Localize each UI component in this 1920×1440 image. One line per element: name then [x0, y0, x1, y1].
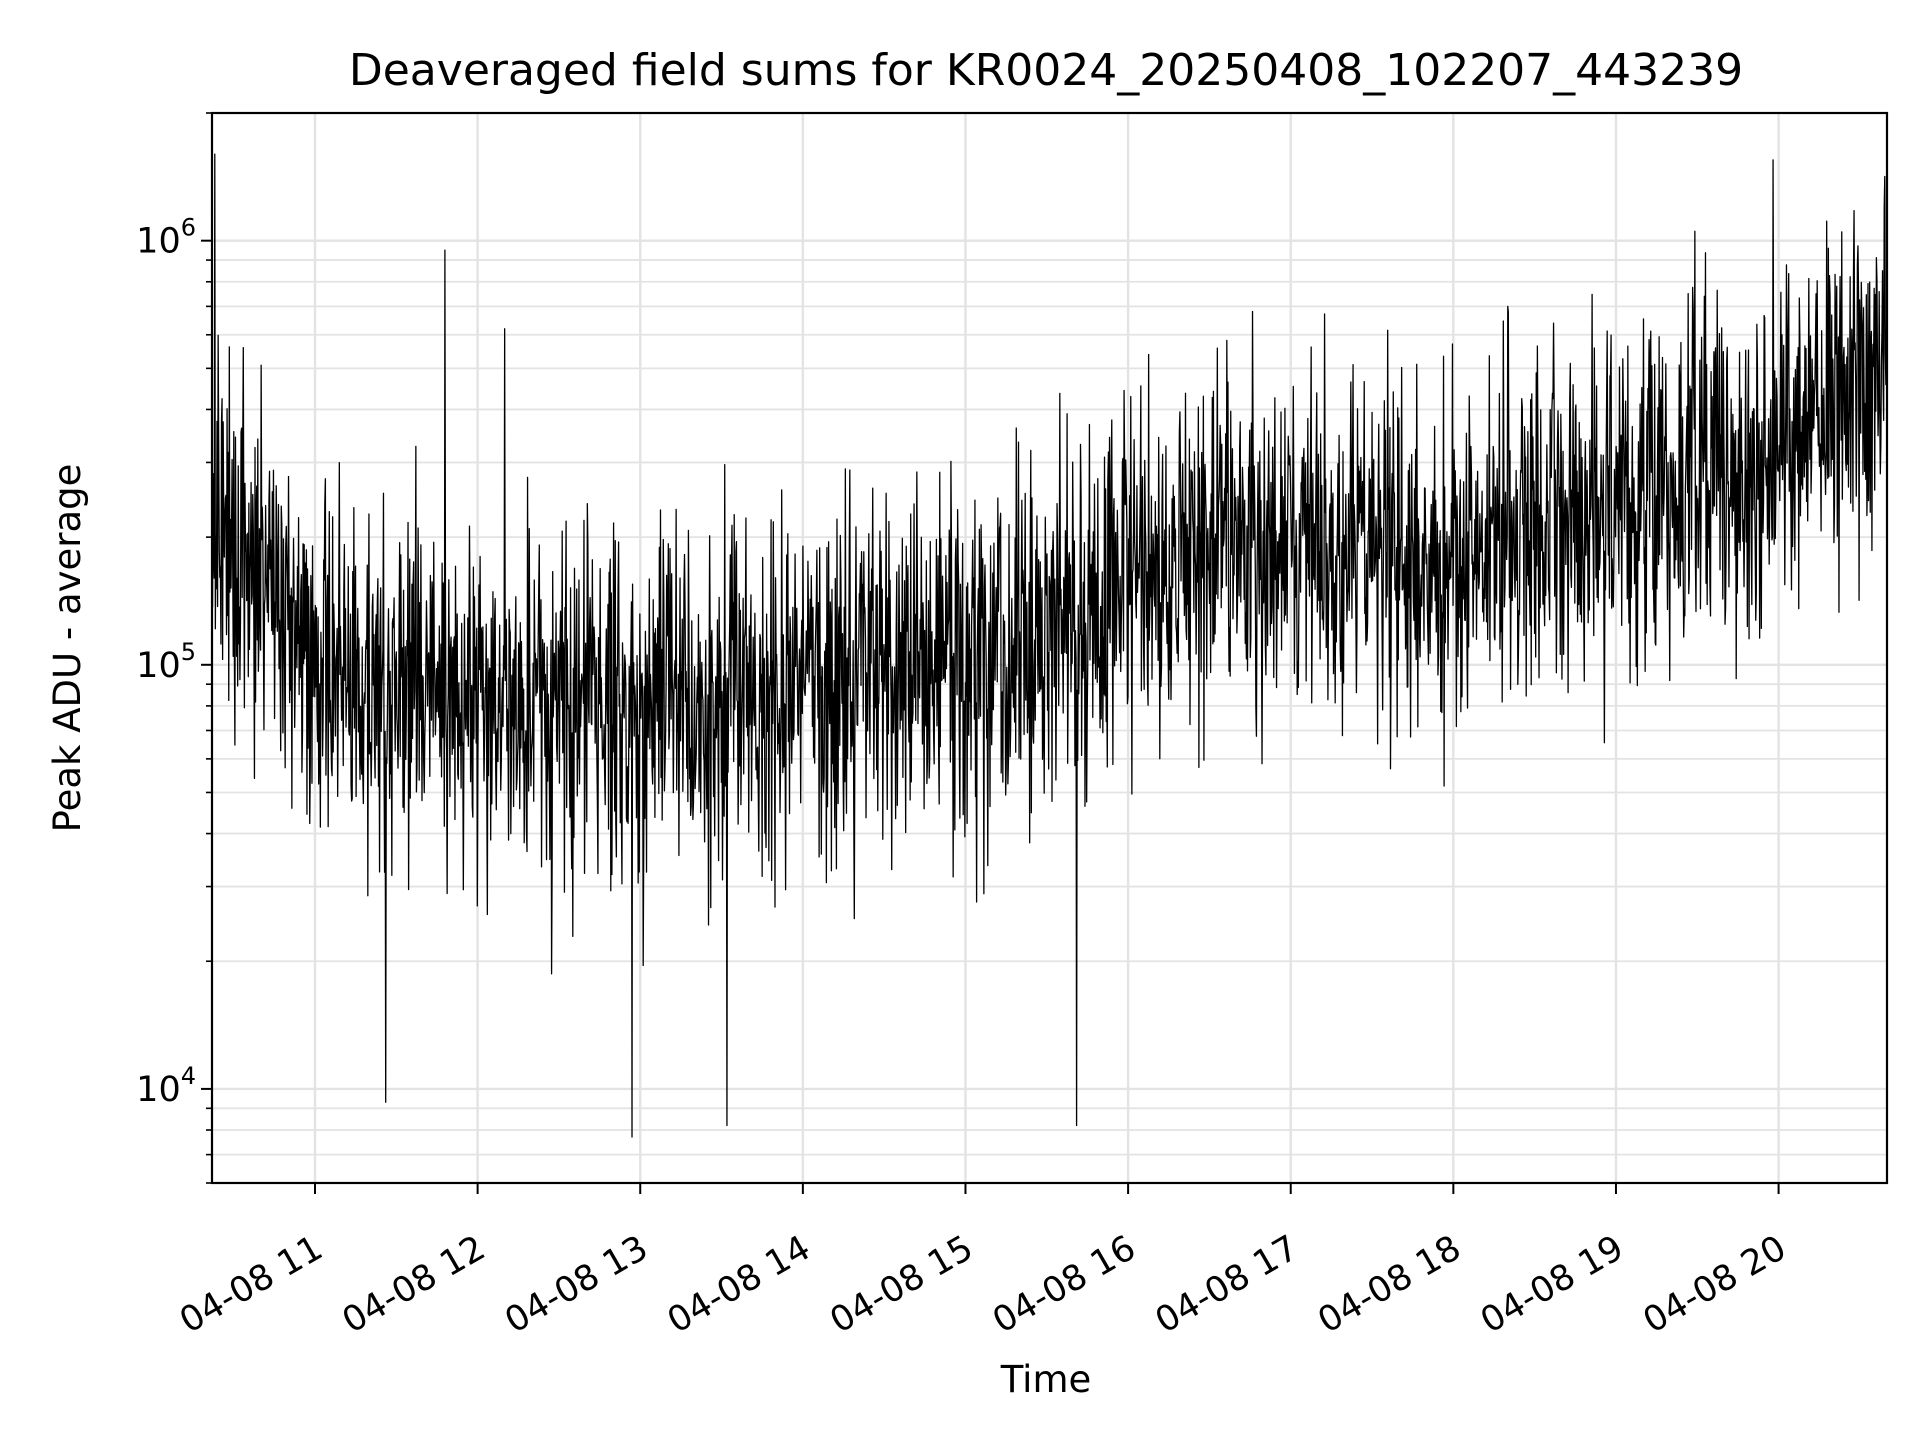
- y-tick-label: 106: [136, 214, 196, 262]
- plot-frame: [210, 111, 1889, 1185]
- series: [211, 153, 1888, 1138]
- series-line: [211, 153, 1888, 1138]
- x-axis-label: Time: [1000, 1358, 1092, 1401]
- y-axis-label: Peak ADU - average: [46, 464, 89, 833]
- y-tick-label: 104: [136, 1062, 196, 1110]
- chart-title: Deaveraged field sums for KR0024_2025040…: [349, 45, 1743, 96]
- y-axis: 104 105 106: [136, 112, 212, 1184]
- y-tick-label: 105: [136, 638, 196, 686]
